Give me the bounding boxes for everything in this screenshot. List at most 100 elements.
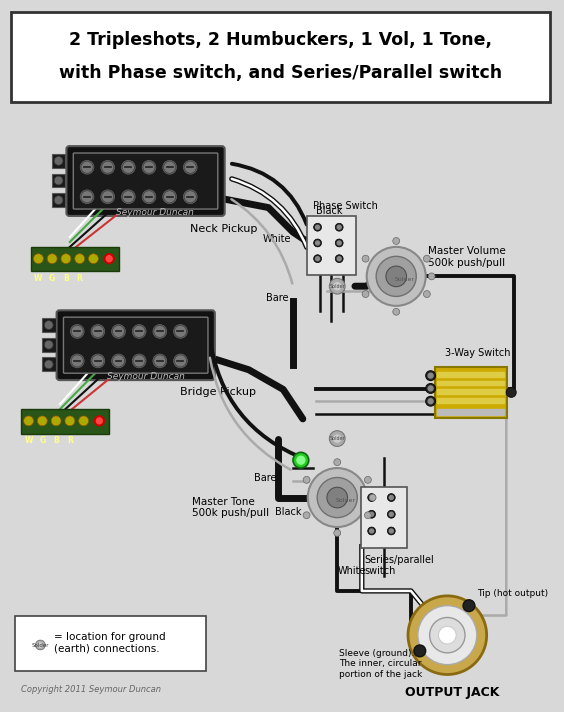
Text: Solder: Solder <box>32 642 49 647</box>
Text: Solder: Solder <box>336 498 356 503</box>
Circle shape <box>163 160 177 174</box>
Circle shape <box>153 325 167 338</box>
Circle shape <box>308 468 367 527</box>
Circle shape <box>93 356 103 366</box>
Circle shape <box>165 192 174 201</box>
Circle shape <box>45 320 53 330</box>
Bar <box>52 194 65 207</box>
Circle shape <box>101 160 114 174</box>
Circle shape <box>54 157 63 165</box>
Circle shape <box>428 386 433 391</box>
Circle shape <box>364 476 371 483</box>
Text: Neck Pickup: Neck Pickup <box>190 224 257 234</box>
Circle shape <box>90 256 96 261</box>
Circle shape <box>101 190 114 204</box>
Circle shape <box>175 356 186 366</box>
Circle shape <box>316 257 320 261</box>
FancyBboxPatch shape <box>73 153 218 209</box>
Circle shape <box>91 354 105 368</box>
Circle shape <box>124 192 133 201</box>
Circle shape <box>314 255 321 263</box>
FancyBboxPatch shape <box>56 310 215 380</box>
Text: Bridge Pickup: Bridge Pickup <box>180 387 256 397</box>
Circle shape <box>428 273 435 280</box>
Circle shape <box>334 459 341 466</box>
Circle shape <box>414 645 426 656</box>
Circle shape <box>93 327 103 336</box>
Circle shape <box>70 354 84 368</box>
Circle shape <box>337 241 341 245</box>
Circle shape <box>327 487 347 508</box>
Circle shape <box>369 529 373 533</box>
Circle shape <box>368 493 376 501</box>
Text: Tip (hot output): Tip (hot output) <box>477 590 548 598</box>
Text: White: White <box>262 234 291 244</box>
Text: W: W <box>34 274 43 283</box>
Circle shape <box>82 162 92 172</box>
Text: Bare: Bare <box>254 473 276 483</box>
Circle shape <box>77 256 83 261</box>
Circle shape <box>165 162 174 172</box>
Circle shape <box>186 192 195 201</box>
Circle shape <box>506 387 516 397</box>
FancyBboxPatch shape <box>434 367 507 418</box>
Circle shape <box>426 384 435 393</box>
Circle shape <box>329 431 345 446</box>
Bar <box>438 389 504 394</box>
Circle shape <box>389 496 393 500</box>
Circle shape <box>112 354 125 368</box>
Circle shape <box>45 340 53 349</box>
Circle shape <box>121 190 135 204</box>
Text: R: R <box>67 436 73 445</box>
Circle shape <box>47 253 57 263</box>
Circle shape <box>134 356 144 366</box>
Text: G: G <box>39 436 46 445</box>
Text: OUTPUT JACK: OUTPUT JACK <box>405 686 500 699</box>
Text: Solder: Solder <box>329 436 345 441</box>
Circle shape <box>428 373 433 378</box>
Circle shape <box>36 640 45 650</box>
Circle shape <box>386 266 407 287</box>
Circle shape <box>368 527 376 535</box>
Text: B: B <box>53 436 59 445</box>
Circle shape <box>389 529 393 533</box>
Circle shape <box>316 225 320 229</box>
Text: White: White <box>338 566 366 576</box>
Circle shape <box>334 283 341 290</box>
Circle shape <box>314 224 321 231</box>
Text: Seymour Duncan: Seymour Duncan <box>107 372 184 381</box>
Circle shape <box>297 456 305 464</box>
Circle shape <box>186 162 195 172</box>
Circle shape <box>337 225 341 229</box>
Circle shape <box>96 418 102 424</box>
Circle shape <box>112 325 125 338</box>
Circle shape <box>54 176 63 185</box>
Circle shape <box>113 327 124 336</box>
Circle shape <box>24 416 33 426</box>
FancyBboxPatch shape <box>30 247 119 271</box>
Circle shape <box>430 617 465 653</box>
Circle shape <box>329 278 345 294</box>
Circle shape <box>124 162 133 172</box>
Circle shape <box>113 356 124 366</box>
Circle shape <box>133 325 146 338</box>
Circle shape <box>337 257 341 261</box>
Circle shape <box>75 253 85 263</box>
Circle shape <box>54 196 63 204</box>
FancyBboxPatch shape <box>307 216 356 276</box>
Circle shape <box>438 627 456 644</box>
Circle shape <box>61 253 71 263</box>
Circle shape <box>53 418 59 424</box>
Circle shape <box>33 253 43 263</box>
Text: Black: Black <box>275 508 301 518</box>
Circle shape <box>174 354 187 368</box>
Bar <box>52 174 65 187</box>
Text: Master Tone
500k push/pull: Master Tone 500k push/pull <box>192 496 269 518</box>
Bar <box>438 409 504 415</box>
Circle shape <box>316 241 320 245</box>
Bar <box>438 381 504 385</box>
Circle shape <box>463 600 475 612</box>
Circle shape <box>103 162 113 172</box>
Circle shape <box>334 435 341 442</box>
Bar <box>42 337 56 352</box>
